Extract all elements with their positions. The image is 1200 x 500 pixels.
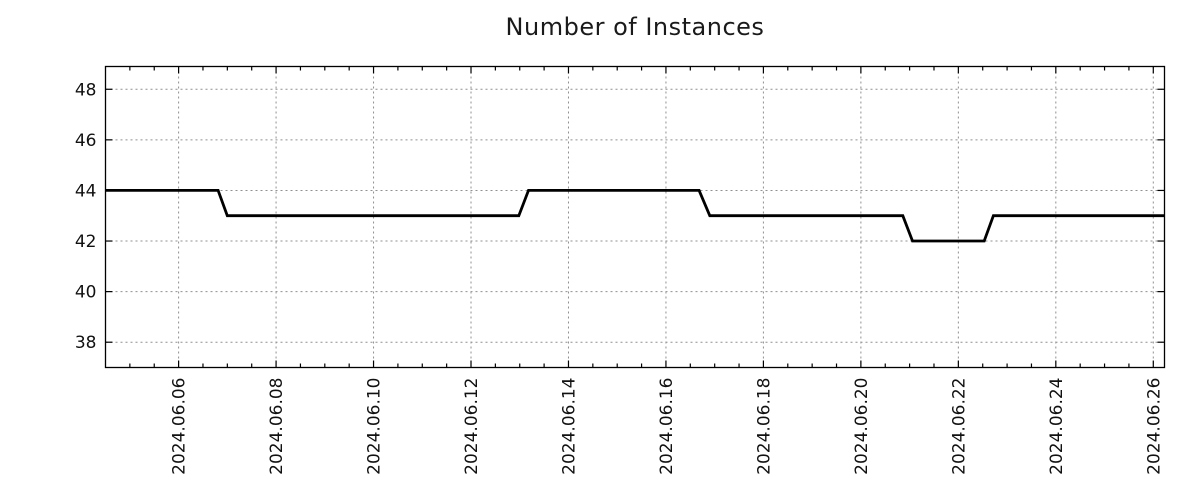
x-tick-label: 2024.06.16 — [657, 378, 677, 475]
series-line-instances — [105, 188, 1165, 243]
y-tick-label: 38 — [75, 333, 97, 353]
y-tick-label: 44 — [75, 181, 97, 201]
x-tick-label: 2024.06.22 — [949, 378, 969, 475]
x-axis-labels: 2024.06.06 2024.06.08 2024.06.10 2024.06.12… — [170, 378, 1165, 475]
chart-title: Number of Instances — [505, 13, 765, 41]
x-tick-label: 2024.06.24 — [1047, 378, 1067, 475]
x-tick-label: 2024.06.20 — [852, 378, 872, 475]
axis-ticks — [105, 66, 1165, 368]
x-tick-label: 2024.06.06 — [170, 378, 190, 475]
x-tick-label: 2024.06.26 — [1144, 378, 1164, 475]
x-tick-label: 2024.06.14 — [559, 378, 579, 475]
x-tick-label: 2024.06.10 — [365, 378, 385, 475]
x-tick-label: 2024.06.12 — [462, 378, 482, 475]
y-tick-label: 46 — [75, 131, 97, 151]
y-tick-label: 48 — [75, 80, 97, 100]
y-axis-labels: 38 40 42 44 46 48 — [75, 80, 97, 353]
y-tick-label: 42 — [75, 232, 97, 252]
x-tick-label: 2024.06.08 — [267, 378, 287, 475]
y-tick-label: 40 — [75, 283, 97, 303]
x-tick-label: 2024.06.18 — [754, 378, 774, 475]
